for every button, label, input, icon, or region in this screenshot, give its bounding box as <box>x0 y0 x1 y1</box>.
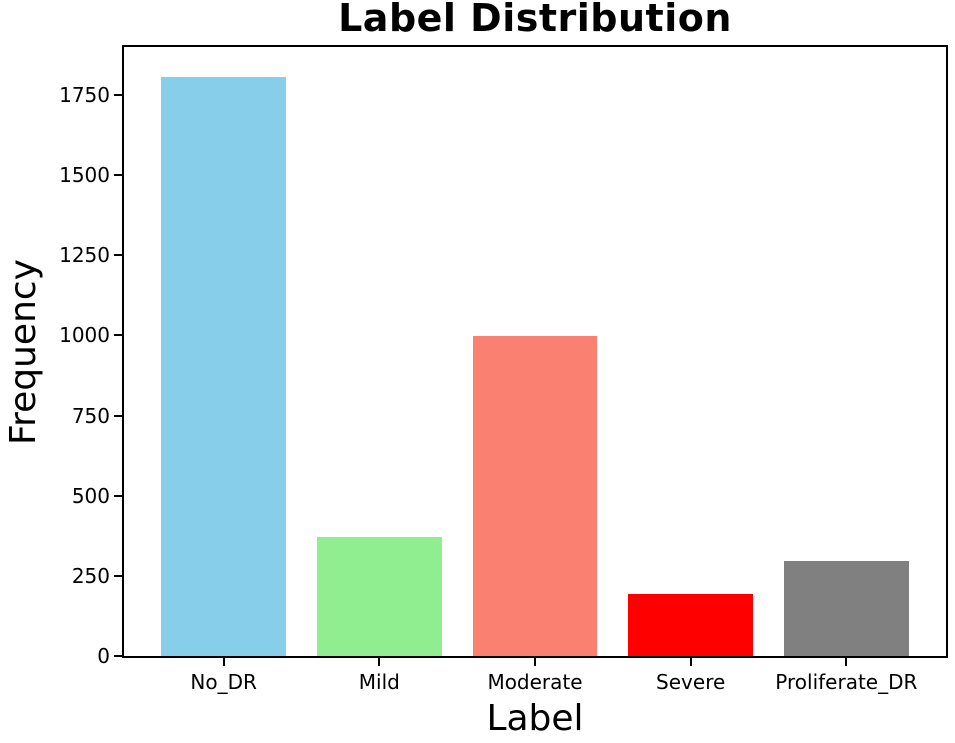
y-tick-label-1250: 1250 <box>59 243 110 268</box>
y-tick-mark <box>114 574 122 577</box>
y-tick-mark <box>114 494 122 497</box>
x-tick-mark <box>378 658 381 666</box>
y-tick-mark <box>114 174 122 177</box>
x-tick-label-Proliferate_DR: Proliferate_DR <box>775 670 918 694</box>
y-tick-mark <box>114 254 122 257</box>
x-tick-label-Moderate: Moderate <box>487 670 583 694</box>
y-tick-mark <box>114 334 122 337</box>
bar-No_DR <box>161 77 286 656</box>
x-tick-label-No_DR: No_DR <box>190 670 257 694</box>
y-tick-mark <box>114 94 122 97</box>
y-tick-mark <box>114 414 122 417</box>
y-tick-label-1750: 1750 <box>59 83 110 108</box>
y-tick-label-0: 0 <box>97 644 110 668</box>
y-tick-label-250: 250 <box>71 563 110 588</box>
bar-Proliferate_DR <box>784 561 909 656</box>
y-tick-mark <box>114 655 122 657</box>
y-tick-label-1000: 1000 <box>59 323 110 348</box>
y-tick-label-500: 500 <box>71 483 110 508</box>
x-tick-mark <box>845 658 848 666</box>
y-tick-label-1500: 1500 <box>59 163 110 188</box>
x-axis-label: Label <box>486 698 584 739</box>
bar-Moderate <box>472 335 598 656</box>
x-tick-mark <box>534 658 536 666</box>
bar-Severe <box>628 594 753 656</box>
y-tick-label-750: 750 <box>71 403 110 428</box>
x-tick-label-Mild: Mild <box>358 670 400 694</box>
x-tick-mark <box>689 658 692 666</box>
x-tick-mark <box>222 658 225 666</box>
bar-Mild <box>317 537 442 656</box>
x-tick-label-Severe: Severe <box>656 670 726 694</box>
chart-title: Label Distribution <box>338 0 732 40</box>
